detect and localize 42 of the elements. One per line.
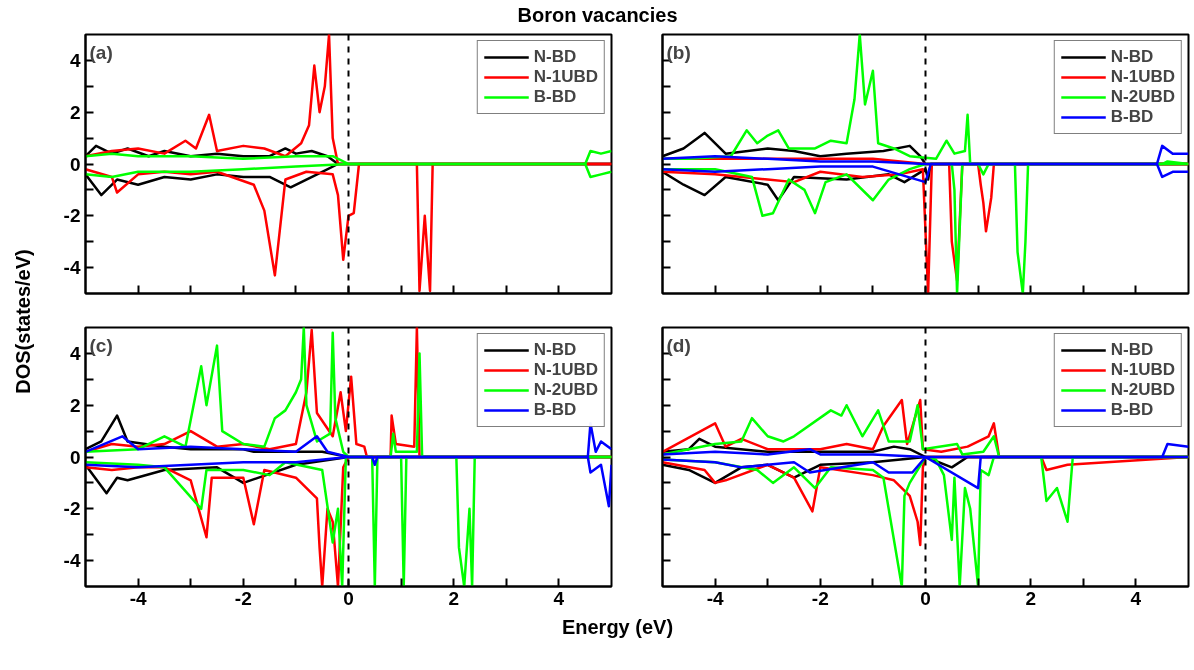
x-tick-label: 0: [920, 587, 931, 609]
x-tick-label: 4: [1130, 587, 1142, 609]
legend-label: B-BD: [533, 400, 577, 420]
annotation: (a): [89, 41, 113, 63]
legend-label: N-2UBD: [1110, 380, 1175, 400]
legend-label: N-1UBD: [533, 67, 598, 87]
legend-label: N-BD: [533, 340, 577, 360]
y-tick-label: 0: [69, 153, 81, 175]
x-tick-label: -4: [129, 587, 147, 609]
chart-title: Boron vacancies: [517, 3, 678, 26]
y-tick-label: 4: [69, 49, 81, 71]
y-tick-label: 2: [69, 101, 81, 123]
annotation: (c): [89, 334, 113, 356]
x-tick-label: -2: [811, 587, 829, 609]
x-tick-label: 4: [553, 587, 565, 609]
legend-label: B-BD: [1110, 400, 1154, 420]
legend-label: B-BD: [1110, 107, 1154, 127]
y-axis-title: DOS(states/eV): [11, 249, 34, 394]
x-tick-label: -4: [706, 587, 724, 609]
annotation: (b): [666, 41, 691, 63]
x-axis-title: Energy (eV): [561, 615, 674, 638]
legend-label: N-BD: [533, 47, 577, 67]
legend-label: N-2UBD: [533, 380, 598, 400]
x-tick-label: 2: [1025, 587, 1036, 609]
legend-label: N-BD: [1110, 47, 1154, 67]
legend-label: N-BD: [1110, 340, 1154, 360]
y-tick-label: -2: [63, 205, 81, 227]
y-tick-label: -2: [63, 498, 81, 520]
legend-label: N-1UBD: [533, 360, 598, 380]
x-tick-label: 0: [343, 587, 354, 609]
x-tick-label: 2: [448, 587, 459, 609]
y-tick-label: 0: [69, 446, 81, 468]
annotation: (d): [666, 334, 691, 356]
y-tick-label: 4: [69, 342, 81, 364]
y-tick-label: 2: [69, 394, 81, 416]
legend-label: B-BD: [533, 87, 577, 107]
y-tick-label: -4: [63, 257, 81, 279]
y-tick-label: -4: [63, 550, 81, 572]
legend-label: N-2UBD: [1110, 87, 1175, 107]
legend-label: N-1UBD: [1110, 67, 1175, 87]
legend-label: N-1UBD: [1110, 360, 1175, 380]
x-tick-label: -2: [234, 587, 252, 609]
